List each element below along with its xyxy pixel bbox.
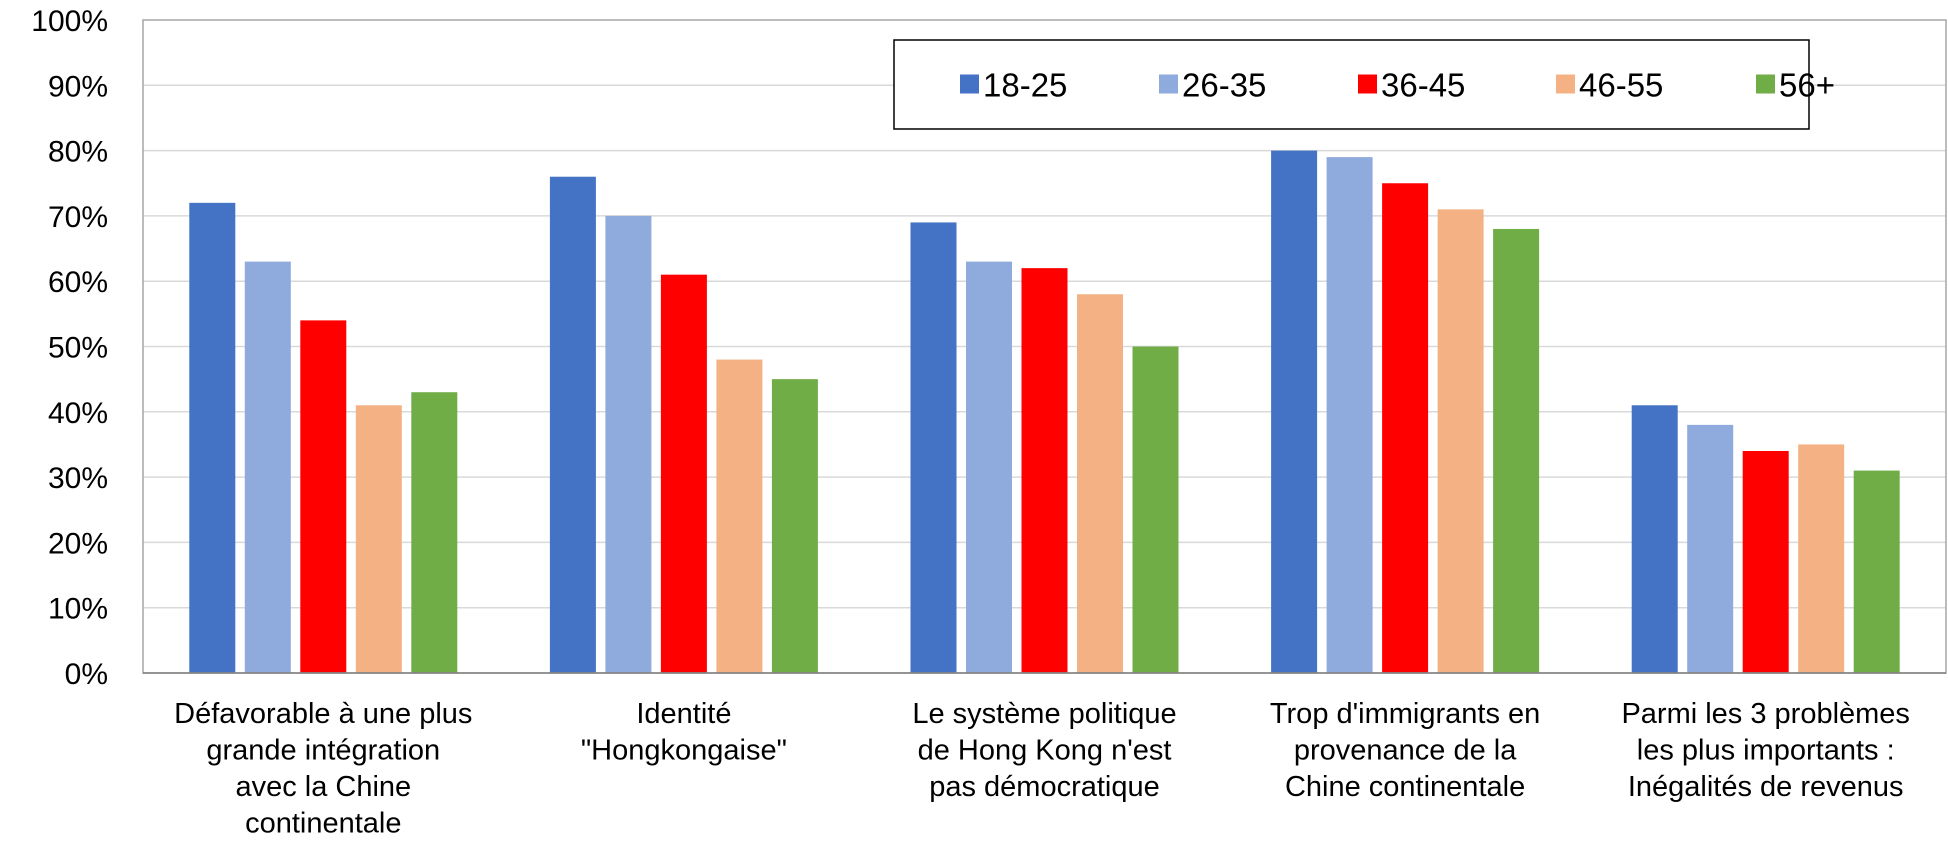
y-tick-label: 70% [48,201,108,234]
bar-18-25-1 [189,202,236,673]
bar-56-5 [1853,470,1900,673]
bar-18-25-2 [549,176,596,673]
x-category-label: Parmi les 3 problèmes [1621,698,1910,730]
bar-46-55-4 [1437,209,1484,673]
y-tick-label: 100% [31,5,108,38]
legend-label: 26-35 [1182,67,1266,104]
x-category-label: Inégalités de revenus [1628,771,1904,803]
x-category-label: pas démocratique [929,771,1160,803]
bar-26-35-2 [605,215,652,673]
bar-36-45-4 [1382,183,1429,673]
legend-swatch [1159,74,1178,94]
legend-swatch [960,74,979,94]
x-category-label: "Hongkongaise" [581,735,787,767]
legend: 18-25 26-35 36-45 46-55 56+ [893,39,1835,130]
legend-label: 56+ [1779,67,1835,104]
y-tick-label: 80% [48,136,108,169]
bar-46-55-3 [1077,294,1123,673]
x-category-label: les plus importants : [1637,735,1895,767]
bar-36-45-5 [1742,450,1789,673]
bar-46-55-1 [355,405,402,673]
x-category-label: Trop d'immigrants en [1270,698,1540,730]
x-category-label: Identité [636,698,731,730]
bar-46-55-5 [1798,444,1845,673]
legend-label: 36-45 [1381,67,1465,104]
y-tick-label: 90% [48,70,108,103]
y-tick-label: 50% [48,332,108,365]
bar-56-2 [771,379,818,673]
x-category-label: Chine continentale [1285,771,1525,803]
y-tick-label: 0% [65,658,108,691]
y-tick-label: 60% [48,266,108,299]
bar-18-25-5 [1631,405,1678,673]
x-category-label: de Hong Kong n'est [918,735,1172,767]
x-category-label: grande intégration [206,735,440,767]
y-tick-labels: 0% 10% 20% 30% 40% 50% 60% 70% 80% 90% 100% [31,5,108,691]
bar-26-35-3 [966,261,1012,673]
x-category-label: Défavorable à une plus [174,698,472,730]
legend-label: 46-55 [1579,67,1663,104]
bar-18-25-3 [910,222,957,673]
bar-46-55-2 [716,359,763,673]
bar-26-35-1 [244,261,291,673]
bar-56-1 [411,392,458,673]
legend-label: 18-25 [983,67,1067,104]
y-tick-label: 10% [48,593,108,626]
bar-56-4 [1493,228,1540,673]
bar-56-3 [1132,346,1179,673]
bars [189,150,1900,674]
bar-26-35-5 [1687,424,1734,673]
y-tick-label: 20% [48,527,108,560]
x-category-label: provenance de la [1294,735,1517,767]
legend-box [893,39,1810,130]
y-tick-label: 40% [48,397,108,430]
y-tick-label: 30% [48,462,108,495]
x-category-label: continentale [245,808,401,840]
bar-18-25-4 [1271,150,1318,674]
x-category-labels: Défavorable à une plus grande intégration… [174,698,1910,840]
legend-swatch [1358,74,1377,94]
legend-swatch [1756,74,1775,94]
axes [142,19,1947,674]
bar-36-45-2 [660,274,707,673]
bar-36-45-3 [1021,268,1068,673]
x-category-label: Le système politique [912,698,1176,730]
bar-26-35-4 [1326,157,1373,673]
bar-36-45-1 [300,320,347,673]
x-category-label: avec la Chine [235,771,411,803]
legend-swatch [1556,74,1575,94]
